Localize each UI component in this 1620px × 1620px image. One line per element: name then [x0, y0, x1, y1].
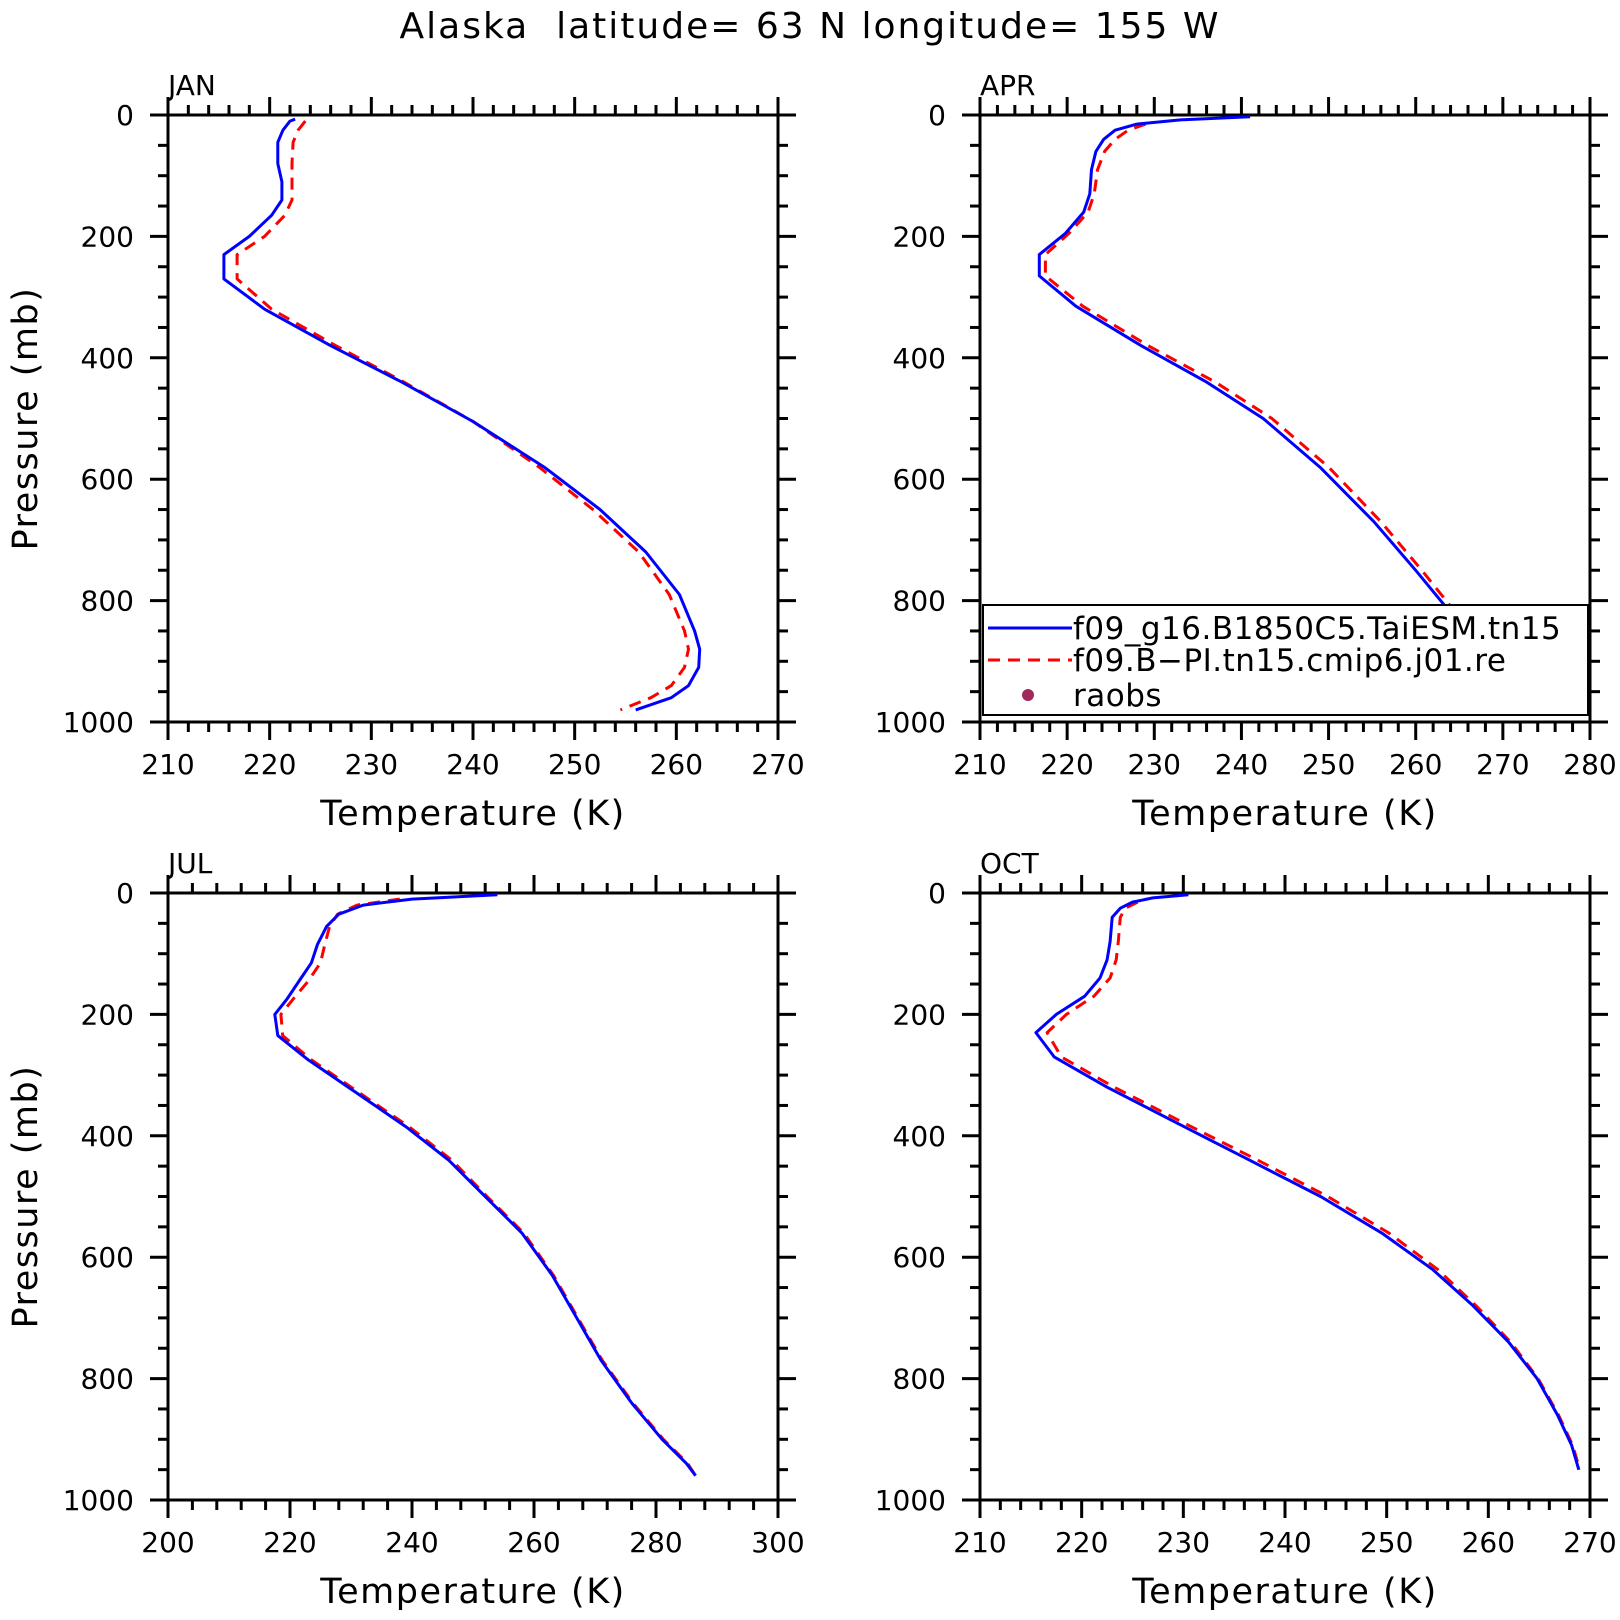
x-tick-label: 260 [1389, 748, 1442, 781]
y-tick-label: 600 [893, 463, 946, 496]
x-axis-label: Temperature (K) [319, 1572, 626, 1612]
y-tick-label: 1000 [63, 1484, 134, 1517]
legend-label: f09.B−PI.tn15.cmip6.j01.re [1073, 643, 1506, 679]
legend-marker-raobs [1022, 689, 1034, 701]
y-tick-label: 200 [81, 220, 134, 253]
series-line-cmip6 [235, 120, 690, 712]
x-axis-label: Temperature (K) [1131, 1572, 1438, 1612]
x-tick-label: 260 [507, 1526, 560, 1559]
legend-label: f09_g16.B1850C5.TaiESM.tn15 [1073, 611, 1561, 647]
page-title: Alaska latitude= 63 N longitude= 155 W [399, 6, 1221, 47]
y-tick-label: 0 [116, 99, 134, 132]
y-tick-label: 600 [81, 1241, 134, 1274]
x-tick-label: 220 [263, 1526, 316, 1559]
y-tick-label: 800 [81, 585, 134, 618]
x-tick-label: 240 [1215, 748, 1268, 781]
y-tick-label: 800 [893, 585, 946, 618]
x-axis-label: Temperature (K) [319, 794, 626, 834]
y-tick-label: 800 [81, 1363, 134, 1396]
series-line-taiesm [273, 893, 697, 1477]
x-tick-label: 210 [953, 748, 1006, 781]
panel-label: OCT [980, 847, 1040, 880]
x-tick-label: 210 [953, 1526, 1006, 1559]
y-tick-label: 400 [893, 342, 946, 375]
x-tick-label: 220 [1055, 1526, 1108, 1559]
x-tick-label: 240 [385, 1526, 438, 1559]
x-tick-label: 210 [141, 748, 194, 781]
x-tick-label: 280 [629, 1526, 682, 1559]
legend: f09_g16.B1850C5.TaiESM.tn15f09.B−PI.tn15… [982, 604, 1589, 716]
y-tick-label: 400 [893, 1120, 946, 1153]
series-line-cmip6 [1045, 900, 1582, 1471]
x-tick-label: 250 [548, 748, 601, 781]
panel-label: APR [980, 69, 1036, 102]
panel-label: JAN [166, 69, 216, 102]
y-tick-label: 0 [928, 99, 946, 132]
y-tick-label: 600 [81, 463, 134, 496]
y-tick-label: 800 [893, 1363, 946, 1396]
y-tick-label: 200 [81, 998, 134, 1031]
legend-box [982, 604, 1589, 716]
plot-frame [978, 891, 1592, 1502]
panel-label: JUL [166, 847, 213, 880]
y-tick-label: 600 [893, 1241, 946, 1274]
x-tick-label: 220 [243, 748, 296, 781]
y-axis-label: Pressure (mb) [6, 287, 46, 551]
series-line-taiesm [1037, 115, 1509, 699]
y-tick-label: 200 [893, 998, 946, 1031]
y-tick-label: 400 [81, 1120, 134, 1153]
y-tick-label: 1000 [63, 706, 134, 739]
x-tick-label: 260 [650, 748, 703, 781]
x-axis-label: Temperature (K) [1131, 794, 1438, 834]
legend-label: raobs [1073, 678, 1162, 714]
x-tick-label: 280 [1563, 748, 1616, 781]
series-line-cmip6 [1043, 122, 1512, 699]
series-line-cmip6 [279, 897, 697, 1477]
y-tick-label: 0 [928, 877, 946, 910]
y-axis-label: Pressure (mb) [6, 1065, 46, 1329]
y-tick-label: 400 [81, 342, 134, 375]
y-tick-label: 200 [893, 220, 946, 253]
x-tick-label: 230 [345, 748, 398, 781]
x-tick-label: 260 [1462, 1526, 1515, 1559]
x-tick-label: 300 [751, 1526, 804, 1559]
x-tick-label: 250 [1302, 748, 1355, 781]
y-tick-label: 1000 [875, 1484, 946, 1517]
x-tick-label: 230 [1157, 1526, 1210, 1559]
plot-frame [166, 113, 780, 724]
series-line-taiesm [1034, 893, 1581, 1471]
y-tick-label: 1000 [875, 706, 946, 739]
x-tick-label: 220 [1040, 748, 1093, 781]
y-tick-label: 0 [116, 877, 134, 910]
x-tick-label: 200 [141, 1526, 194, 1559]
plot-frame [166, 891, 780, 1502]
x-tick-label: 240 [446, 748, 499, 781]
x-tick-label: 230 [1128, 748, 1181, 781]
x-tick-label: 270 [1563, 1526, 1616, 1559]
series-line-taiesm [222, 117, 702, 712]
x-tick-label: 240 [1258, 1526, 1311, 1559]
x-tick-label: 250 [1360, 1526, 1413, 1559]
x-tick-label: 270 [1476, 748, 1529, 781]
x-tick-label: 270 [751, 748, 804, 781]
